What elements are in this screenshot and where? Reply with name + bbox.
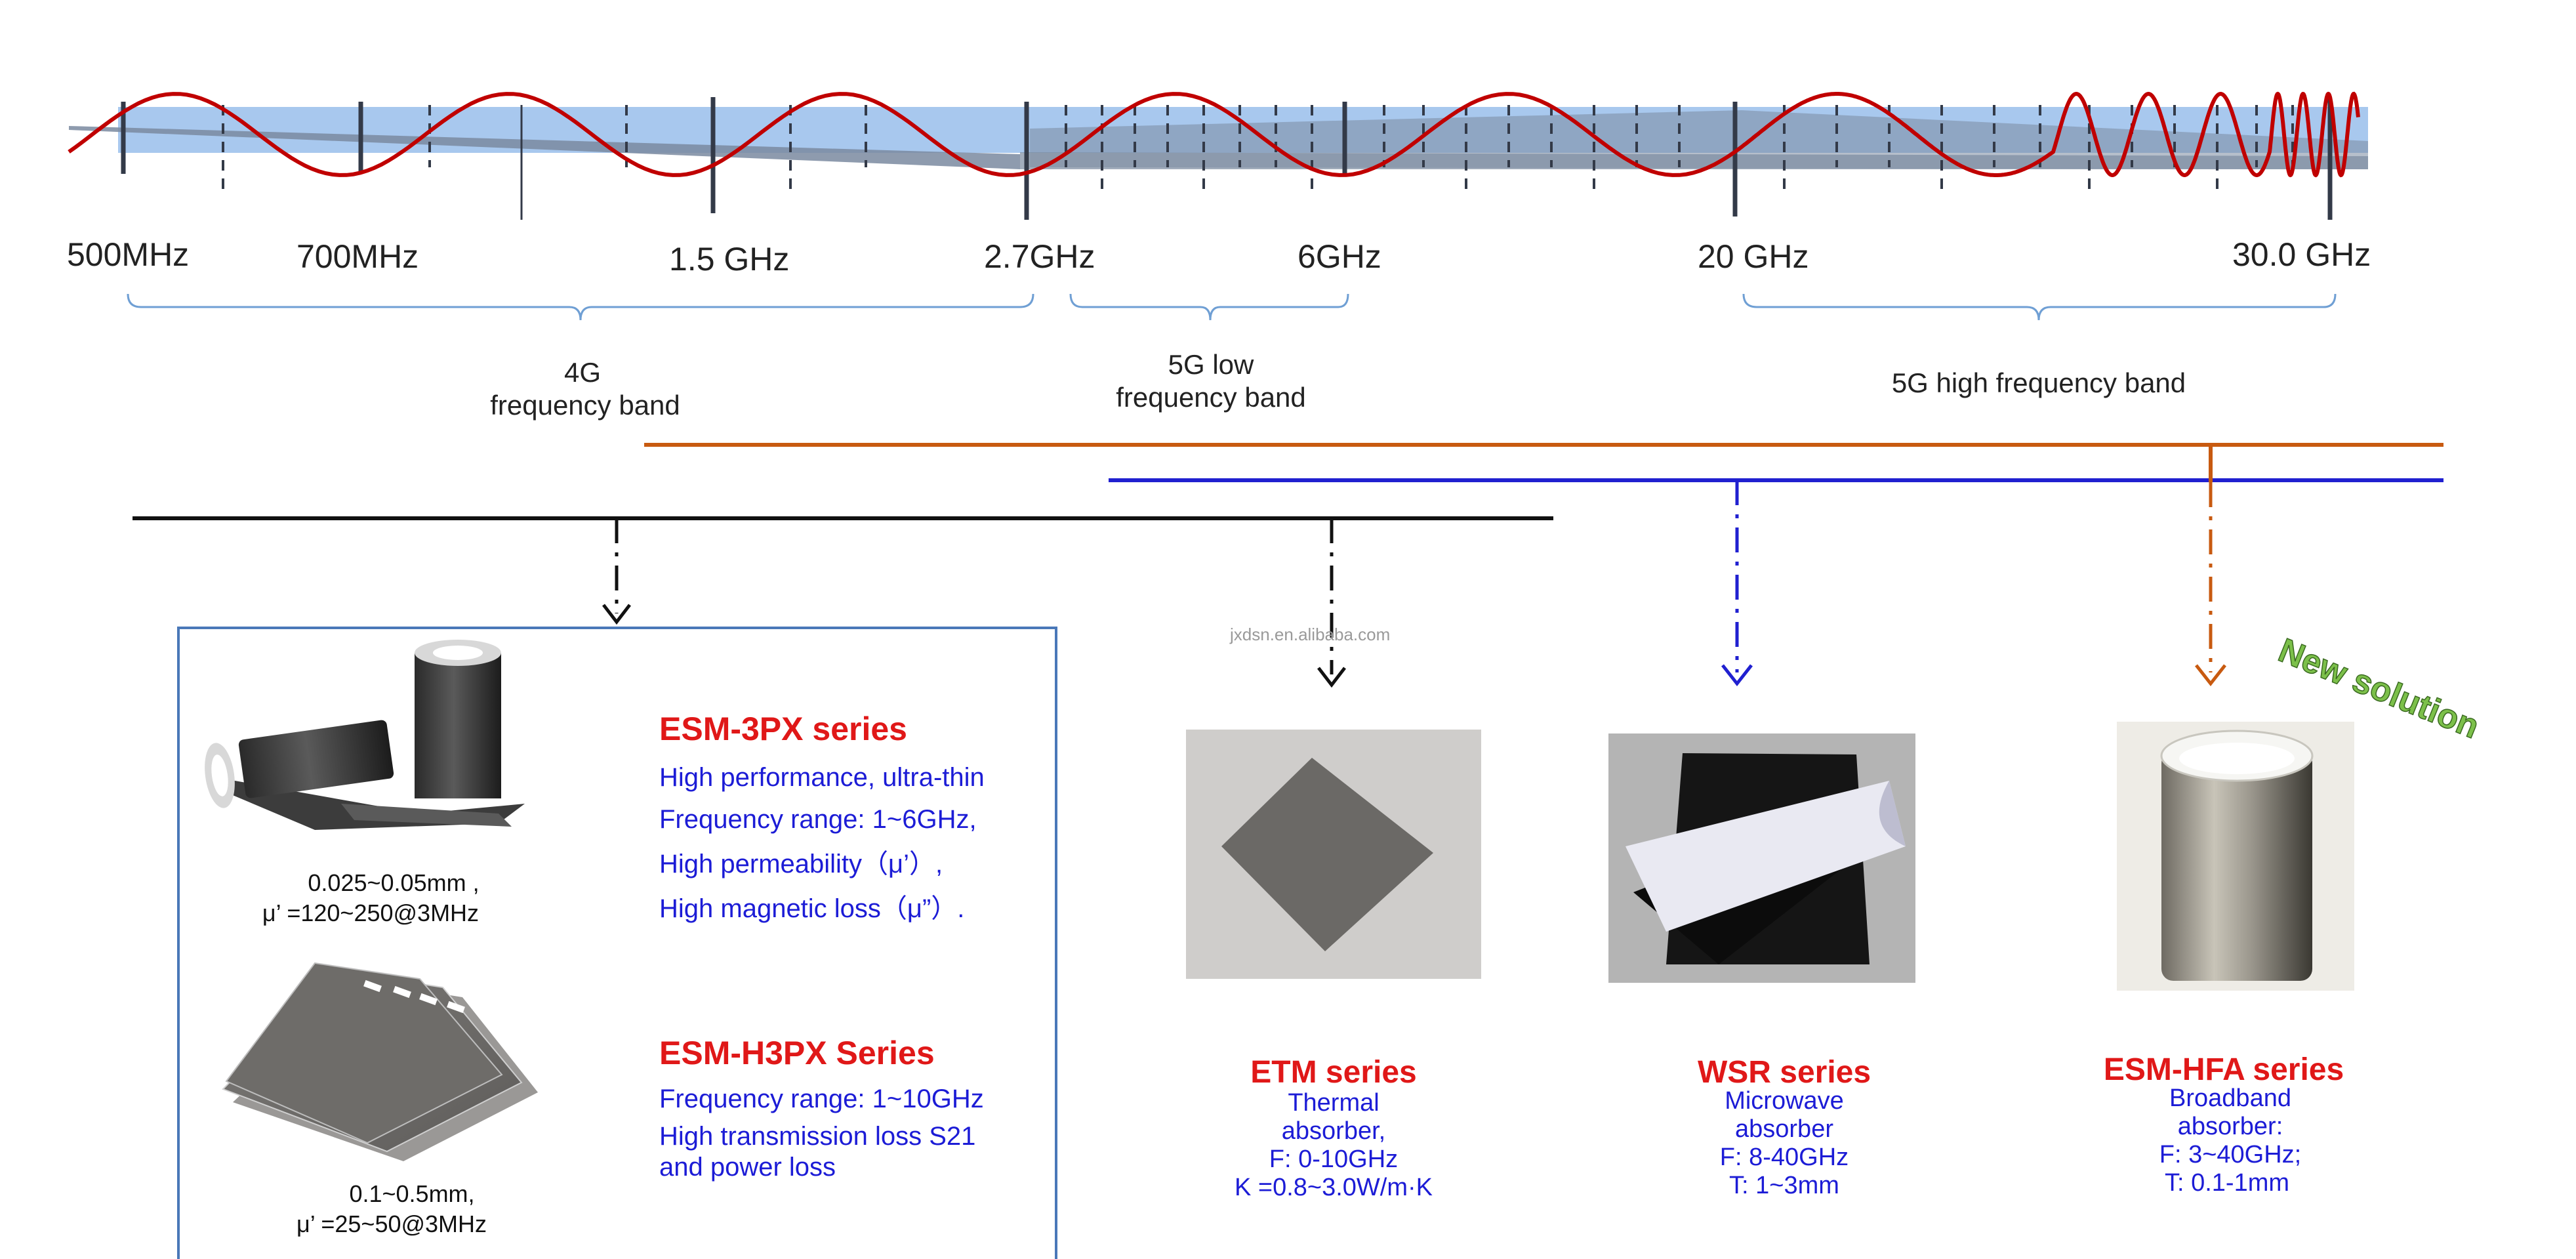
band-4g-line2: frequency band <box>490 390 680 421</box>
esm-h3px-spec2: μ’ =25~50@3MHz <box>296 1210 487 1237</box>
band-4g-line1: 4G <box>564 357 601 388</box>
wsr-line4: T: 1~3mm <box>1729 1172 1839 1199</box>
series-panel <box>177 627 1057 1259</box>
esm-3px-line2: Frequency range: 1~6GHz, <box>659 805 977 834</box>
esm-3px-line4: High magnetic loss（μ”）. <box>659 894 964 923</box>
band-shade-mid <box>1030 110 2368 169</box>
silver-roll-image <box>2117 722 2354 991</box>
brace-5g-low <box>1069 293 1349 321</box>
wsr-line3: F: 8-40GHz <box>1720 1144 1849 1171</box>
black-sheets-image <box>222 962 538 1161</box>
band-labels: 4G frequency band 5G low frequency band … <box>490 349 2186 421</box>
arrowhead <box>602 604 631 625</box>
esm-h3px-line1: Frequency range: 1~10GHz <box>659 1084 984 1113</box>
tick-marks <box>121 97 2333 220</box>
esm-3px-line3: High permeability（μ’）, <box>659 850 943 878</box>
connector-lines <box>133 443 2443 520</box>
tick-label: 2.7GHz <box>984 238 1095 275</box>
black-roll-image <box>205 640 525 830</box>
sine-wave-icon <box>68 91 2360 178</box>
watermark: jxdsn.en.alibaba.com <box>1229 625 1390 644</box>
hfa-line1: Broadband <box>2169 1084 2291 1112</box>
hfa-title: ESM-HFA series <box>2104 1052 2344 1087</box>
band-5g-low-line1: 5G low <box>1168 349 1254 380</box>
esm-h3px-line2: High transmission loss S21 <box>659 1122 975 1151</box>
grey-square-sheet-image <box>1186 730 1481 979</box>
dashed-arrows <box>602 445 2226 688</box>
band-5g-high-label: 5G high frequency band <box>1892 367 2186 398</box>
peeled-sheet-image <box>1608 733 1915 983</box>
wsr-title: WSR series <box>1698 1055 1871 1090</box>
esm-h3px-title: ESM-H3PX Series <box>659 1035 935 1071</box>
etm-title: ETM series <box>1250 1055 1416 1090</box>
band-shade-left <box>69 126 1020 169</box>
hfa-line4: T: 0.1-1mm <box>2165 1169 2289 1197</box>
frequency-labels: 500MHz 700MHz 1.5 GHz 2.7GHz 6GHz 20 GHz… <box>67 236 2371 278</box>
brace-5g-high <box>1742 293 2337 321</box>
esm-3px-spec2: μ’ =120~250@3MHz <box>262 899 479 926</box>
tick-label: 20 GHz <box>1698 238 1809 275</box>
hfa-line3: F: 3~40GHz; <box>2159 1141 2301 1168</box>
esm-3px-spec1: 0.025~0.05mm , <box>308 869 479 896</box>
arrowhead <box>2195 664 2226 687</box>
band-braces <box>127 293 2337 321</box>
brace-4g <box>127 293 1034 321</box>
etm-line1: Thermal <box>1288 1089 1379 1117</box>
esm-h3px-spec1: 0.1~0.5mm, <box>349 1180 474 1207</box>
wsr-line1: Microwave <box>1725 1087 1844 1115</box>
tick-label: 1.5 GHz <box>669 241 789 278</box>
etm-line4: K =0.8~3.0W/m·K <box>1235 1174 1433 1201</box>
esm-3px-title: ESM-3PX series <box>659 711 907 747</box>
hfa-line2: absorber: <box>2178 1113 2283 1140</box>
etm-line2: absorber, <box>1282 1117 1385 1145</box>
arrowhead <box>1317 667 1346 688</box>
esm-h3px-line3: and power loss <box>659 1153 836 1182</box>
wsr-line2: absorber <box>1735 1115 1833 1143</box>
band-5g-low-line2: frequency band <box>1116 382 1306 413</box>
etm-line3: F: 0-10GHz <box>1269 1145 1398 1173</box>
esm-3px-line1: High performance, ultra-thin <box>659 763 985 792</box>
tick-label: 6GHz <box>1298 238 1381 275</box>
tick-label: 500MHz <box>67 236 189 273</box>
tick-label: 30.0 GHz <box>2232 236 2371 273</box>
minor-tick-group <box>222 105 2294 190</box>
spectrum-band <box>69 107 2368 169</box>
tick-label: 700MHz <box>296 238 419 275</box>
arrowhead <box>1721 664 1753 687</box>
